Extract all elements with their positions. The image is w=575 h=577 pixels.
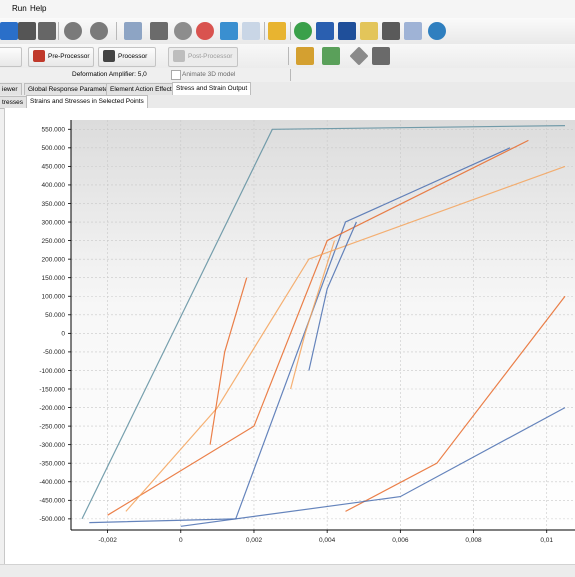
shapes-icon[interactable] [296,47,314,65]
tab-stress-strain[interactable]: Stress and Strain Output [172,82,252,96]
y-tick-label: -400.000 [39,479,65,486]
tab-element-action[interactable]: Element Action Effects [106,83,179,95]
postprocessor-icon [173,50,185,63]
globe-icon[interactable] [428,22,446,40]
x-tick-label: 0,006 [392,537,409,544]
x-tick-label: 0,01 [540,537,553,544]
y-tick-label: 250.000 [42,238,66,245]
series-line-4 [125,165,566,512]
undo-icon[interactable] [64,22,82,40]
open-icon[interactable] [0,22,18,40]
main-toolbar [0,18,575,45]
y-tick-label: 50.000 [45,312,65,319]
books-icon[interactable] [316,22,334,40]
redo-icon[interactable] [90,22,108,40]
y-tick-label: -450.000 [39,498,65,505]
y-tick-label: 0 [61,331,65,338]
stress-subtabs: tresses Strains and Stresses in Selected… [0,95,575,109]
settings-gear-icon[interactable] [174,22,192,40]
menu-help[interactable]: Help [30,4,47,13]
y-tick-label: -150.000 [39,386,65,393]
series-line-1 [81,125,566,520]
y-tick-label: -250.000 [39,423,65,430]
menu-run[interactable]: Run [12,4,27,13]
copy-icon[interactable] [18,22,36,40]
brush-icon[interactable] [268,22,286,40]
plot-area [71,120,575,530]
series-line-3 [107,139,529,516]
x-tick-label: -0,002 [98,537,117,544]
tab-global-response[interactable]: Global Response Parameters [24,83,118,95]
y-tick-label: 550.000 [42,127,66,134]
y-tick-label: 300.000 [42,219,66,226]
folder-icon[interactable] [360,22,378,40]
tab-stresses[interactable]: tresses [0,96,27,108]
y-tick-label: 150.000 [42,275,66,282]
tree-icon[interactable] [124,22,142,40]
processor-icon [103,50,115,63]
series-line-5 [209,277,248,445]
animate-checkbox[interactable] [171,70,181,80]
tab-selected-points[interactable]: Strains and Stresses in Selected Points [26,95,148,109]
series-line-8 [345,295,566,512]
settings-gear-alt-icon[interactable] [196,22,214,40]
link-icon[interactable] [404,22,422,40]
chart-panel: 550.000 500.000 450.000 400.000 350.000 300.0… [4,108,575,564]
checklist-icon[interactable] [322,47,340,65]
status-bar [0,564,575,577]
deformation-amplifier-label: Deformation Amplifier: 5,0 [72,71,147,78]
y-tick-label: 200.000 [42,256,66,263]
y-tick-label: -350.000 [39,461,65,468]
series-line-6 [308,221,357,371]
stress-strain-chart: 550.000 500.000 450.000 400.000 350.000 300.0… [39,120,575,544]
cube-icon[interactable] [372,47,390,65]
y-tick-label: 350.000 [42,201,66,208]
y-tick-label: 450.000 [42,164,66,171]
preprocessor-icon [33,50,45,63]
animate-label: Animate 3D model [182,71,236,78]
postprocessor-button: Post-Processor [168,47,238,67]
process-toolbar: Pre-Processor Processor Post-Processor [0,44,575,69]
view-dropdown[interactable] [0,47,22,67]
y-tick-label: 500.000 [42,145,66,152]
y-tick-label: -500.000 [39,516,65,523]
series-line-7 [290,240,336,390]
help-icon[interactable] [294,22,312,40]
y-tick-label: -300.000 [39,442,65,449]
y-tick-label: 400.000 [42,182,66,189]
x-tick-label: 0,002 [246,537,263,544]
x-tick-label: 0 [179,537,183,544]
calculator-icon[interactable] [220,22,238,40]
y-tick-label: 100.000 [42,294,66,301]
processor-button[interactable]: Processor [98,47,156,67]
diamond-icon[interactable] [349,46,369,66]
deformation-bar: Deformation Amplifier: 5,0 Animate 3D mo… [0,68,575,83]
deformation-amplifier-value: 5,0 [137,71,147,78]
paste-icon[interactable] [38,22,56,40]
y-tick-label: -200.000 [39,405,65,412]
grid-icon[interactable] [242,22,260,40]
y-tick-label: -100.000 [39,368,65,375]
menu-bar: Run Help [0,0,575,19]
stop-icon[interactable] [150,22,168,40]
books-alt-icon[interactable] [338,22,356,40]
output-tabs: iewer Global Response Parameters Element… [0,82,575,96]
x-tick-label: 0,004 [319,537,336,544]
series-line-9 [180,407,566,527]
x-tick-label: 0,008 [465,537,482,544]
series-line-2 [89,147,511,524]
camera-icon[interactable] [382,22,400,40]
tab-viewer[interactable]: iewer [0,83,22,95]
y-tick-label: -50.000 [43,349,65,356]
preprocessor-button[interactable]: Pre-Processor [28,47,94,67]
